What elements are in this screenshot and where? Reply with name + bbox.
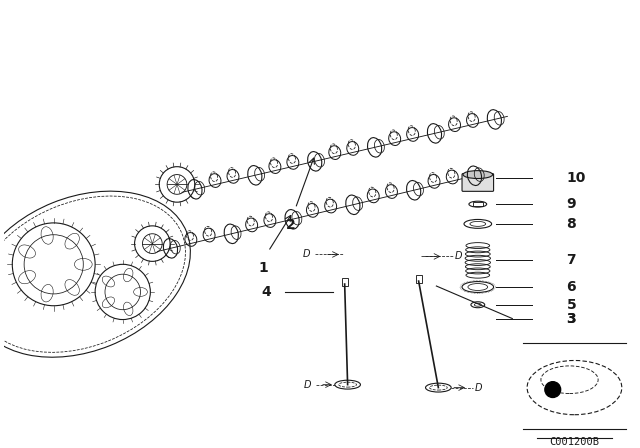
Text: 7: 7 [566,254,576,267]
FancyBboxPatch shape [462,173,493,191]
Text: D: D [303,250,311,259]
Text: D: D [475,383,483,392]
Text: 1: 1 [259,261,268,276]
Text: 6: 6 [566,280,576,294]
Text: 8: 8 [566,217,576,231]
Text: 2: 2 [285,219,295,233]
Text: 3: 3 [566,311,576,326]
Bar [415,275,422,283]
Text: 5: 5 [566,298,576,312]
Ellipse shape [463,171,493,178]
Text: C001200B: C001200B [550,437,600,447]
Text: D: D [304,379,312,390]
Bar [342,278,348,286]
Circle shape [545,382,561,397]
Text: 4: 4 [261,285,271,299]
Text: 10: 10 [566,171,586,185]
Text: 3: 3 [566,311,576,326]
Text: D: D [455,251,463,262]
Text: 9: 9 [566,197,576,211]
Bar [473,202,483,206]
